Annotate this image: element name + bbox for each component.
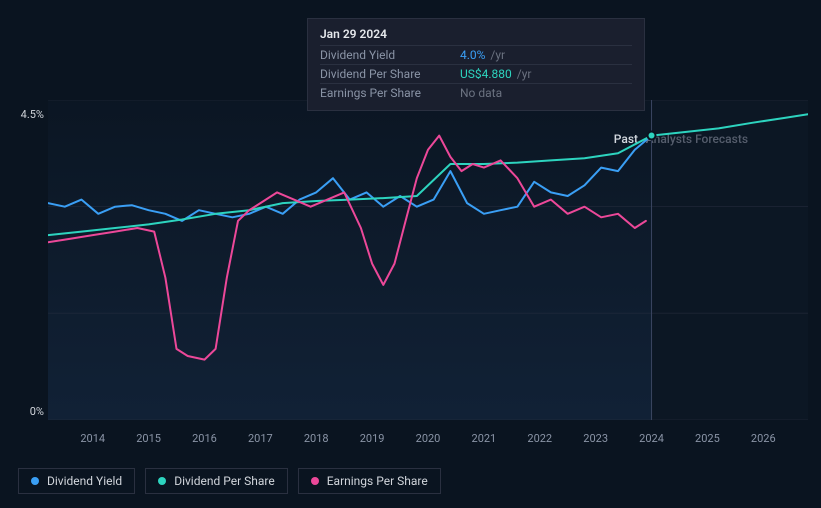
- tooltip-date: Jan 29 2024: [320, 27, 632, 45]
- past-shade: [48, 100, 652, 420]
- tooltip-value: US$4.880 /yr: [460, 67, 632, 81]
- legend-item-earnings-per-share[interactable]: Earnings Per Share: [298, 468, 441, 494]
- tooltip-label: Earnings Per Share: [320, 86, 460, 100]
- legend-dot-icon: [311, 477, 319, 485]
- tooltip-row: Earnings Per ShareNo data: [320, 83, 632, 102]
- x-tick: 2020: [416, 432, 441, 445]
- x-tick: 2023: [583, 432, 608, 445]
- forecast-shade: [652, 100, 808, 420]
- x-tick: 2022: [527, 432, 552, 445]
- y-axis-min: 0%: [4, 405, 44, 418]
- chart-tooltip: Jan 29 2024 Dividend Yield4.0% /yrDivide…: [307, 18, 645, 111]
- x-tick: 2018: [304, 432, 329, 445]
- x-tick: 2019: [360, 432, 385, 445]
- x-tick: 2024: [639, 432, 664, 445]
- legend-item-dividend-yield[interactable]: Dividend Yield: [18, 468, 135, 494]
- tooltip-row: Dividend Per ShareUS$4.880 /yr: [320, 64, 632, 83]
- legend-label: Dividend Per Share: [174, 474, 275, 488]
- y-axis-max: 4.5%: [4, 108, 44, 121]
- legend-item-dividend-per-share[interactable]: Dividend Per Share: [145, 468, 288, 494]
- x-tick: 2025: [695, 432, 720, 445]
- tooltip-value: 4.0% /yr: [460, 48, 632, 62]
- legend-dot-icon: [158, 477, 166, 485]
- x-tick: 2017: [248, 432, 273, 445]
- chart-svg: [48, 100, 808, 420]
- x-tick: 2021: [472, 432, 497, 445]
- current-marker: [648, 132, 656, 140]
- tooltip-value: No data: [460, 86, 632, 100]
- chart-area[interactable]: 4.5% 0% Past Analysts Forecasts: [48, 100, 808, 420]
- legend-dot-icon: [31, 477, 39, 485]
- tooltip-label: Dividend Yield: [320, 48, 460, 62]
- x-tick: 2015: [136, 432, 161, 445]
- x-tick: 2016: [192, 432, 217, 445]
- tooltip-row: Dividend Yield4.0% /yr: [320, 45, 632, 64]
- tooltip-label: Dividend Per Share: [320, 67, 460, 81]
- legend: Dividend Yield Dividend Per Share Earnings…: [18, 468, 441, 494]
- x-tick: 2026: [751, 432, 776, 445]
- legend-label: Earnings Per Share: [327, 474, 428, 488]
- legend-label: Dividend Yield: [47, 474, 122, 488]
- x-tick: 2014: [80, 432, 105, 445]
